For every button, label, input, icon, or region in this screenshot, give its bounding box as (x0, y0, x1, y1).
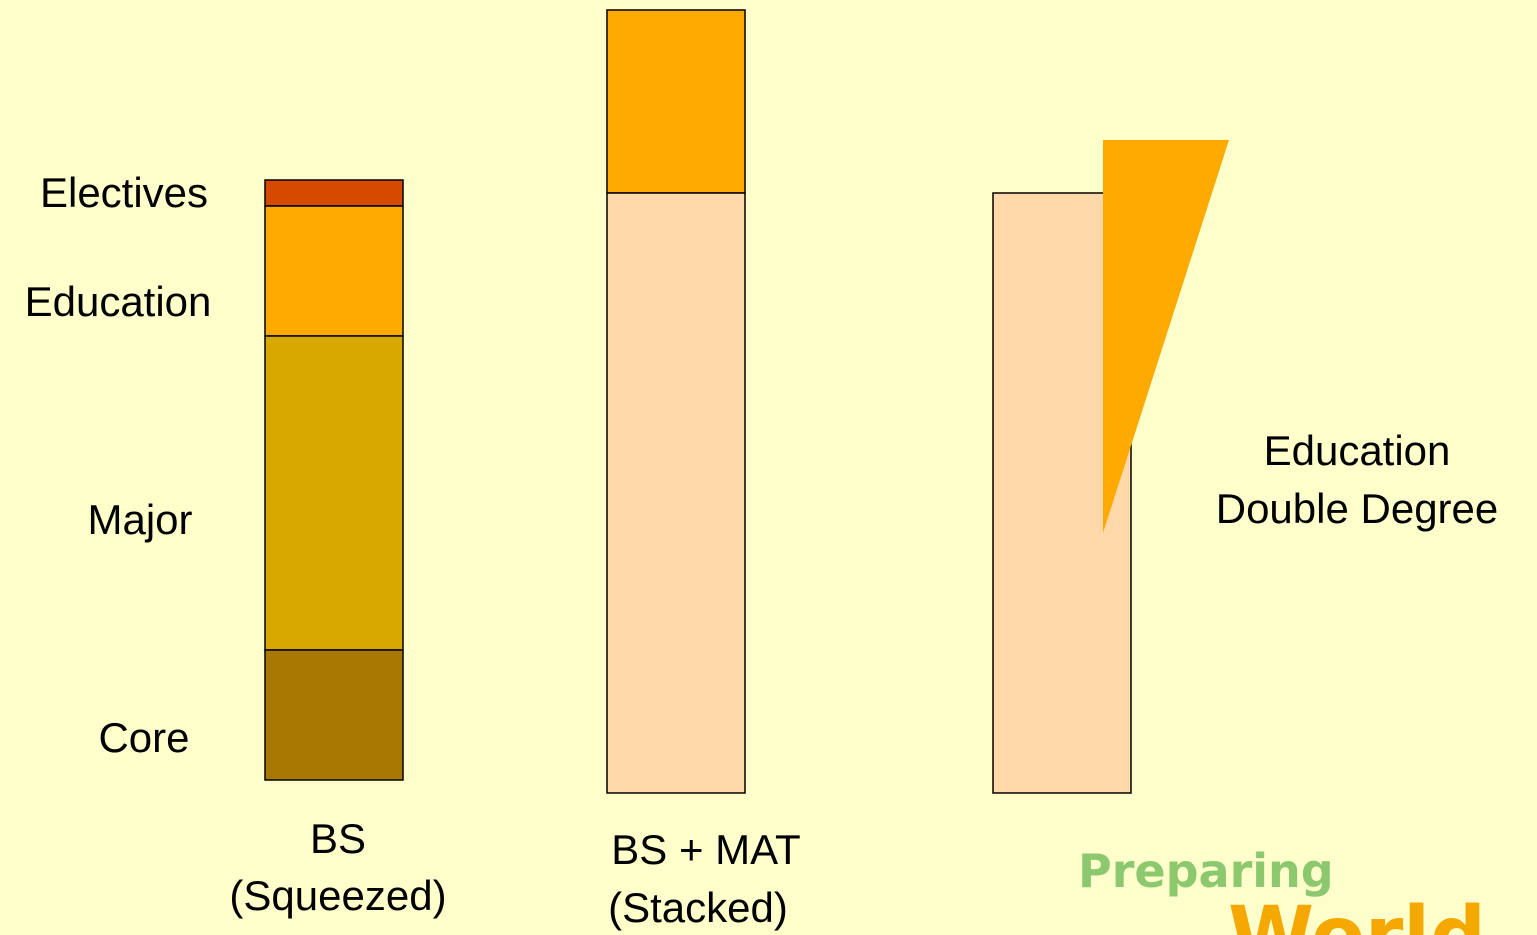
core-segment (264, 649, 404, 781)
electives-label: Electives (40, 169, 208, 216)
education-segment (264, 205, 404, 337)
bs-caption-line2: (Squeezed) (229, 872, 446, 919)
bs-stack (264, 179, 404, 781)
double-degree-caption-line2: Double Degree (1216, 485, 1499, 532)
logo-text-preparing: Preparing (1078, 844, 1334, 898)
education-wedge (1103, 140, 1229, 533)
bs-mat-stack (606, 9, 746, 794)
major-segment (264, 335, 404, 651)
mat-degree-base-segment (606, 192, 746, 794)
double-degree-caption-line1: Education (1264, 427, 1451, 474)
double-degree-shape (992, 140, 1229, 794)
electives-segment (264, 179, 404, 207)
bs-caption-line1: BS (310, 815, 366, 862)
mat-education-segment (606, 9, 746, 194)
bs-mat-caption-line2: (Stacked) (608, 884, 788, 931)
major-label: Major (87, 496, 192, 543)
bs-mat-caption-line1: BS + MAT (611, 826, 800, 873)
preparing-world-logo: Preparing World (1078, 844, 1486, 935)
core-label: Core (98, 714, 189, 761)
logo-text-world: World (1228, 891, 1486, 935)
education-label: Education (25, 278, 212, 325)
